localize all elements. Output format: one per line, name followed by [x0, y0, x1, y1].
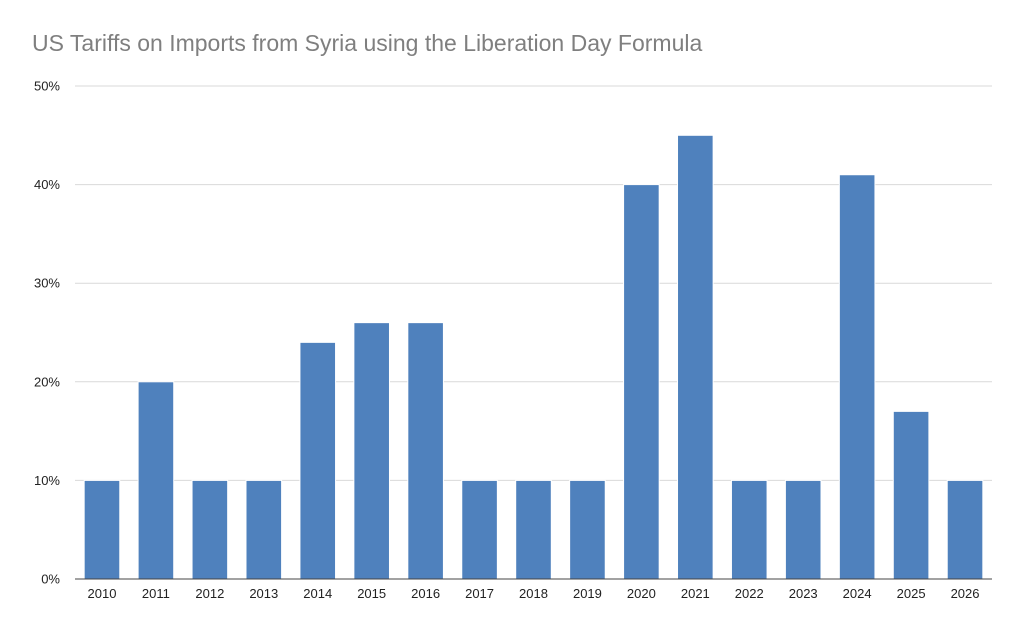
bar-2016 [407, 322, 444, 580]
bar-2026 [946, 479, 984, 580]
y-tick-label: 0% [41, 572, 60, 587]
bars [83, 134, 984, 580]
x-tick-label: 2020 [627, 586, 656, 601]
x-axis-tick-labels: 2010 2011 2012 2013 2014 2015 2016 2017 2018 2019… [88, 586, 980, 601]
bar-2024 [838, 174, 876, 580]
x-tick-label: 2010 [88, 586, 117, 601]
y-axis-tick-labels: 0% 10% 20% 30% 40% 50% [34, 79, 60, 587]
bar-2018 [515, 479, 552, 580]
bar-2023 [784, 479, 822, 580]
bar-2012 [191, 479, 229, 580]
y-tick-label: 10% [34, 473, 60, 488]
x-tick-label: 2021 [681, 586, 710, 601]
x-tick-label: 2017 [465, 586, 494, 601]
bar-2020 [623, 184, 660, 580]
bar-2010 [83, 479, 121, 580]
bar-2015 [353, 322, 390, 580]
bar-2021 [677, 134, 714, 580]
y-tick-label: 40% [34, 177, 60, 192]
x-tick-label: 2018 [519, 586, 548, 601]
y-tick-label: 20% [34, 374, 60, 389]
x-tick-label: 2014 [303, 586, 332, 601]
y-tick-label: 50% [34, 79, 60, 94]
bar-2025 [892, 410, 930, 580]
x-tick-label: 2012 [195, 586, 224, 601]
x-tick-label: 2026 [951, 586, 980, 601]
x-tick-label: 2011 [142, 586, 170, 601]
bar-2013 [245, 479, 283, 580]
x-tick-label: 2013 [249, 586, 278, 601]
x-tick-label: 2022 [735, 586, 764, 601]
bar-2019 [569, 479, 606, 580]
x-tick-label: 2025 [897, 586, 926, 601]
x-tick-label: 2015 [357, 586, 386, 601]
bar-2014 [299, 341, 337, 580]
bar-2011 [137, 381, 175, 580]
y-tick-label: 30% [34, 276, 60, 291]
x-tick-label: 2023 [789, 586, 818, 601]
x-tick-label: 2016 [411, 586, 440, 601]
bar-2022 [730, 479, 768, 580]
x-tick-label: 2019 [573, 586, 602, 601]
bar-2017 [461, 479, 498, 580]
chart-title: US Tariffs on Imports from Syria using t… [32, 30, 703, 56]
x-tick-label: 2024 [843, 586, 872, 601]
